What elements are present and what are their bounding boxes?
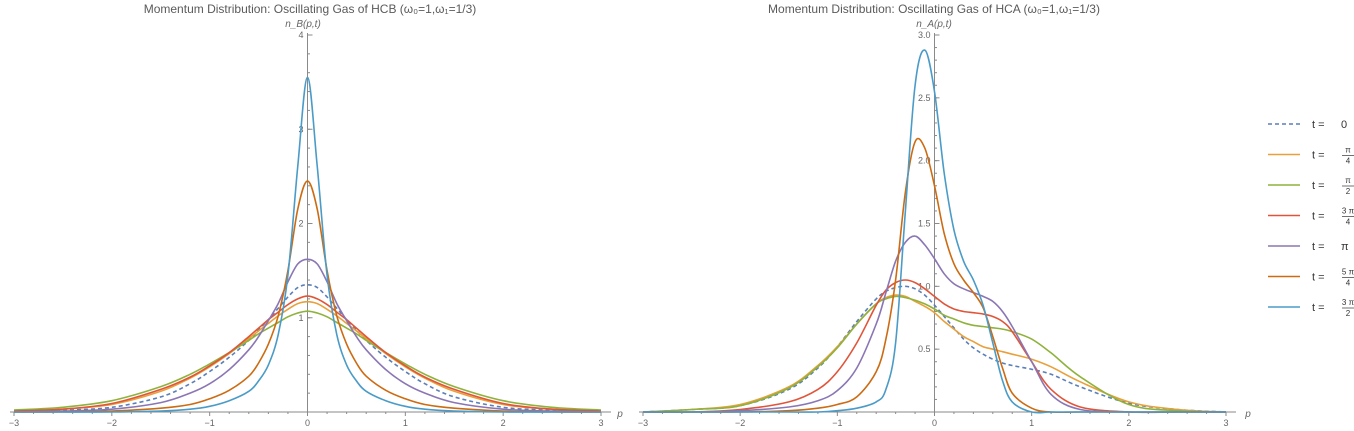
hcb-series-line — [13, 258, 602, 413]
hca-x-tick-label: 1 — [1029, 418, 1034, 428]
hca-series-line — [642, 235, 1226, 413]
legend-fraction-numerator: 3 π — [1342, 298, 1354, 307]
legend-fraction-denominator: 2 — [1346, 309, 1351, 318]
legend-label: t = — [1312, 119, 1325, 131]
hcb-y-axis-label: n_B(p,t) — [285, 19, 321, 30]
hca-x-tick-label: −1 — [832, 418, 842, 428]
legend-fraction-denominator: 4 — [1346, 157, 1351, 166]
hca-x-tick-label: −2 — [735, 418, 745, 428]
hcb-x-tick-label: 2 — [501, 418, 506, 428]
hca-momentum-chart: Momentum Distribution: Oscillating Gas o… — [638, 2, 1251, 428]
legend-fraction-denominator: 4 — [1346, 218, 1351, 227]
hcb-series-line — [13, 180, 602, 413]
legend-label: t = — [1312, 302, 1325, 314]
hcb-x-tick-label: 3 — [598, 418, 603, 428]
hca-x-tick-label: 3 — [1223, 418, 1228, 428]
legend-fraction-denominator: 4 — [1346, 279, 1351, 288]
hca-series-line — [642, 294, 1227, 413]
hcb-x-tick-label: 1 — [403, 418, 408, 428]
hca-series-line — [642, 295, 1227, 413]
legend-label: t = — [1312, 272, 1325, 284]
hca-y-tick-label: 1.0 — [918, 281, 931, 291]
hca-ticks: −3 −2 −1 0 1 2 3 0.5 1.0 1.5 2.0 2.5 3.0 — [638, 30, 1229, 428]
legend-label: t = — [1312, 211, 1325, 223]
hcb-x-tick-label: 0 — [305, 418, 310, 428]
legend-fraction-numerator: π — [1345, 176, 1351, 185]
hcb-series-line — [13, 310, 602, 411]
legend-label: t = — [1312, 180, 1325, 192]
legend-fraction-numerator: π — [1345, 146, 1351, 155]
hcb-y-tick-label: 1 — [298, 313, 303, 323]
hcb-momentum-chart: Momentum Distribution: Oscillating Gas o… — [9, 2, 623, 428]
hca-x-tick-label: 2 — [1126, 418, 1131, 428]
legend-fraction-denominator: 2 — [1346, 187, 1351, 196]
hca-y-tick-label: 3.0 — [918, 30, 931, 40]
hca-series — [642, 49, 1227, 414]
hcb-y-tick-label: 4 — [298, 30, 303, 40]
hcb-x-tick-label: −3 — [9, 418, 19, 428]
hca-chart-title: Momentum Distribution: Oscillating Gas o… — [768, 2, 1100, 16]
legend-fraction-numerator: 3 π — [1342, 207, 1354, 216]
hcb-series-line — [13, 300, 602, 412]
hca-y-tick-label: 1.5 — [918, 219, 931, 229]
hca-y-tick-label: 0.5 — [918, 344, 931, 354]
hcb-series-line — [13, 284, 602, 412]
hcb-chart-title: Momentum Distribution: Oscillating Gas o… — [144, 2, 477, 16]
hcb-series-line — [13, 295, 602, 412]
hca-series-line — [643, 137, 1226, 414]
hcb-x-tick-label: −1 — [205, 418, 215, 428]
legend-label: t = — [1312, 241, 1325, 253]
legend-label: t = — [1312, 150, 1325, 162]
hca-series-line — [643, 49, 1226, 414]
hca-y-axis-label: n_A(p,t) — [916, 19, 952, 30]
hcb-series — [13, 76, 602, 413]
hcb-x-tick-label: −2 — [107, 418, 117, 428]
hca-y-tick-label: 2.0 — [918, 156, 931, 166]
hca-x-tick-label: −3 — [638, 418, 648, 428]
hca-x-tick-label: 0 — [932, 418, 937, 428]
hca-y-tick-label: 2.5 — [918, 93, 931, 103]
legend-value: 0 — [1341, 119, 1347, 131]
hcb-series-line — [14, 76, 601, 413]
hca-axes — [639, 33, 1236, 413]
hca-series-line — [642, 279, 1226, 414]
legend: t = 0 t = π 4 t = π 2 t = 3 π 4 t = π t = 5 π 4 t … — [1268, 119, 1354, 318]
hca-x-axis-label: p — [1244, 409, 1251, 420]
legend-fraction-numerator: 5 π — [1342, 268, 1354, 277]
hcb-y-tick-label: 2 — [298, 219, 303, 229]
hcb-x-axis-label: p — [616, 409, 623, 420]
legend-value: π — [1341, 241, 1349, 253]
